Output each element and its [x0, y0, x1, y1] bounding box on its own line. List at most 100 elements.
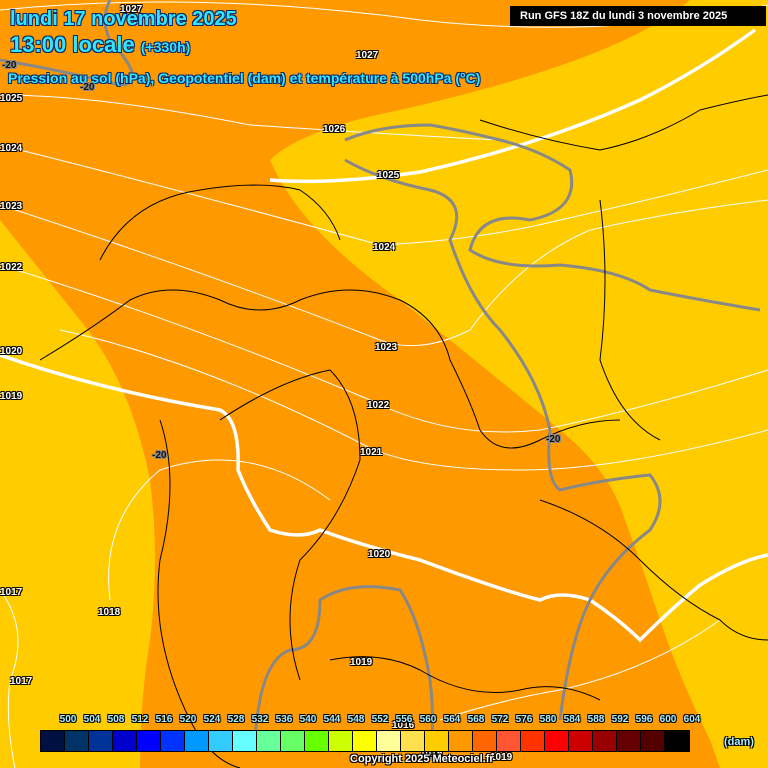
isobar-1021 — [59, 329, 768, 471]
legend-value: 552 — [371, 714, 389, 725]
legend-value: 536 — [275, 714, 293, 725]
legend-swatch — [665, 731, 689, 751]
forecast-time-value: 13:00 locale — [10, 32, 135, 57]
isobar-label: 1020 — [368, 549, 391, 560]
legend-swatch — [137, 731, 161, 751]
legend-value: 500 — [59, 714, 77, 725]
legend-swatch — [641, 731, 665, 751]
legend-swatch — [161, 731, 185, 751]
legend-swatch — [209, 731, 233, 751]
legend-swatch — [65, 731, 89, 751]
legend-swatch — [569, 731, 593, 751]
copyright: Copyright 2025 Meteociel.fr — [350, 753, 494, 765]
legend-unit: (dam) — [724, 736, 754, 748]
border-austria-hungary — [539, 499, 768, 641]
isobar-label: 1022 — [367, 400, 390, 411]
legend-swatch — [185, 731, 209, 751]
legend-value: 568 — [467, 714, 485, 725]
legend-swatch — [593, 731, 617, 751]
isobar-label: 1024 — [0, 143, 23, 154]
isobar-1023 — [0, 199, 768, 347]
border-benelux — [39, 289, 401, 361]
isobar-label: 1020 — [0, 346, 23, 357]
legend-value: 576 — [515, 714, 533, 725]
legend-value: 540 — [299, 714, 317, 725]
geopotential-zone-568 — [0, 0, 720, 768]
coastline-baltic — [479, 94, 768, 151]
legend-value: 572 — [491, 714, 509, 725]
isotherm-minus20-center — [344, 158, 662, 721]
forecast-date: lundi 17 novembre 2025 — [10, 8, 237, 30]
border-alps — [329, 656, 601, 701]
legend-value: 532 — [251, 714, 269, 725]
map-subtitle: Pression au sol (hPa), Geopotentiel (dam… — [8, 70, 481, 86]
border-poland-east — [599, 199, 661, 441]
legend-value: 544 — [323, 714, 341, 725]
isotherm-label: -20 — [546, 434, 561, 445]
legend-swatch — [377, 731, 401, 751]
legend-value: 604 — [683, 714, 701, 725]
border-czech — [399, 299, 621, 449]
legend-swatch — [233, 731, 257, 751]
legend-value: 520 — [179, 714, 197, 725]
isobar-label: 1025 — [377, 170, 400, 181]
isobar-1025 — [269, 28, 757, 184]
isobar-label: 1017 — [10, 676, 33, 687]
isobar-1018 — [108, 459, 331, 601]
forecast-time: 13:00 locale (+330h) — [10, 32, 190, 58]
isotherm-minus20-south — [253, 585, 434, 761]
legend-swatch — [41, 731, 65, 751]
run-info: Run GFS 18Z du lundi 3 novembre 2025 — [510, 6, 766, 26]
legend-swatch — [89, 731, 113, 751]
legend-swatch — [521, 731, 545, 751]
legend-swatch — [113, 731, 137, 751]
legend-value: 596 — [635, 714, 653, 725]
isotherm-minus20-east — [344, 123, 761, 312]
isobar-1026 — [0, 94, 501, 141]
legend-swatch — [497, 731, 521, 751]
isotherm-label: -20 — [80, 82, 95, 93]
isobar-1017 — [0, 589, 19, 768]
isotherm-minus20-north — [0, 0, 135, 87]
legend-color-bar — [40, 730, 690, 752]
legend-value: 508 — [107, 714, 125, 725]
isobar-label: 1022 — [0, 262, 23, 273]
isobar-label: 1018 — [98, 607, 121, 618]
isobar-label: 1016 — [392, 720, 415, 731]
isobar-1019b — [439, 619, 721, 721]
legend-swatch — [545, 731, 569, 751]
legend-swatch — [425, 731, 449, 751]
legend-value: 592 — [611, 714, 629, 725]
legend-value: 564 — [443, 714, 461, 725]
legend-value: 528 — [227, 714, 245, 725]
isobar-label: 1023 — [0, 201, 23, 212]
legend-labels: 500 504 508 512 516 520 524 528 532 536 540 544 548 5… — [60, 714, 740, 728]
isotherm-label: -20 — [2, 60, 17, 71]
isobar-label: 1024 — [373, 242, 396, 253]
isobar-label: 1023 — [375, 342, 398, 353]
isobar-label: 1025 — [0, 93, 23, 104]
isobar-1022 — [0, 264, 768, 433]
isobar-label: 1027 — [356, 50, 379, 61]
isobar-label: 1019 — [490, 752, 513, 763]
legend-swatch — [473, 731, 497, 751]
isobar-label: 1019 — [420, 748, 443, 759]
legend-swatch — [257, 731, 281, 751]
coastline-north-sea — [99, 184, 341, 261]
isobar-label: 1019 — [350, 657, 373, 668]
isobar-label: 1021 — [360, 447, 383, 458]
legend-value: 588 — [587, 714, 605, 725]
isotherm-label: -20 — [152, 450, 167, 461]
legend-value: 556 — [395, 714, 413, 725]
legend-swatch — [449, 731, 473, 751]
forecast-lead: (+330h) — [140, 39, 191, 55]
isobar-1020 — [0, 353, 768, 643]
legend-value: 524 — [203, 714, 221, 725]
legend-swatch — [617, 731, 641, 751]
legend-value: 580 — [539, 714, 557, 725]
legend-swatch — [329, 731, 353, 751]
isobar-label: 1027 — [120, 4, 143, 15]
legend-value: 548 — [347, 714, 365, 725]
legend-swatch — [401, 731, 425, 751]
